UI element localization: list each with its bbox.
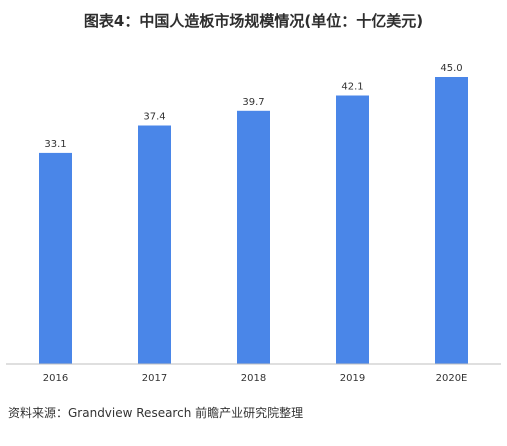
bar-2018 — [237, 110, 270, 364]
bar-2017 — [138, 125, 171, 364]
bar-2020E — [435, 77, 468, 364]
value-label-2020E: 45.0 — [440, 63, 462, 74]
bar-2019 — [336, 95, 369, 364]
value-label-2019: 42.1 — [341, 82, 363, 93]
x-tick-label-2017: 2017 — [142, 373, 167, 384]
source-note: 资料来源：Grandview Research 前瞻产业研究院整理 — [8, 406, 304, 420]
labels-layer: 33.1 2016 37.4 2017 39.7 2018 42.1 2019 45.0 2020… — [43, 63, 468, 384]
x-tick-label-2016: 2016 — [43, 373, 68, 384]
chart-title: 图表4：中国人造板市场规模情况(单位：十亿美元) — [83, 12, 424, 30]
x-tick-label-2020E: 2020E — [436, 373, 468, 384]
x-tick-label-2019: 2019 — [340, 373, 365, 384]
value-label-2018: 39.7 — [242, 97, 264, 108]
bar-2016 — [39, 152, 72, 364]
bars-layer — [39, 77, 468, 364]
value-label-2017: 37.4 — [143, 112, 165, 123]
x-tick-label-2018: 2018 — [241, 373, 266, 384]
value-label-2016: 33.1 — [44, 139, 66, 150]
